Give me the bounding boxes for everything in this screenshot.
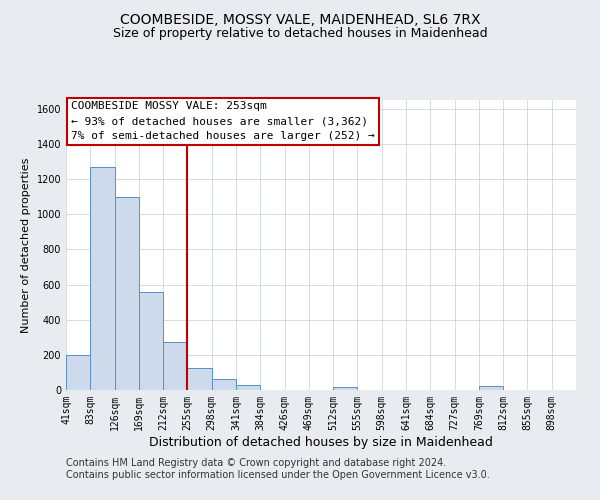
Bar bbox=[479, 386, 503, 390]
Bar bbox=[333, 388, 358, 390]
Text: Contains HM Land Registry data © Crown copyright and database right 2024.: Contains HM Land Registry data © Crown c… bbox=[66, 458, 446, 468]
Text: Size of property relative to detached houses in Maidenhead: Size of property relative to detached ho… bbox=[113, 28, 487, 40]
Bar bbox=[115, 196, 139, 390]
Bar bbox=[212, 378, 236, 390]
Text: COOMBESIDE, MOSSY VALE, MAIDENHEAD, SL6 7RX: COOMBESIDE, MOSSY VALE, MAIDENHEAD, SL6 … bbox=[120, 12, 480, 26]
X-axis label: Distribution of detached houses by size in Maidenhead: Distribution of detached houses by size … bbox=[149, 436, 493, 448]
Text: COOMBESIDE MOSSY VALE: 253sqm
← 93% of detached houses are smaller (3,362)
7% of: COOMBESIDE MOSSY VALE: 253sqm ← 93% of d… bbox=[71, 102, 375, 141]
Bar bbox=[66, 355, 90, 390]
Bar bbox=[90, 167, 115, 390]
Y-axis label: Number of detached properties: Number of detached properties bbox=[21, 158, 31, 332]
Bar bbox=[236, 384, 260, 390]
Text: Contains public sector information licensed under the Open Government Licence v3: Contains public sector information licen… bbox=[66, 470, 490, 480]
Bar bbox=[163, 342, 187, 390]
Bar bbox=[187, 368, 212, 390]
Bar bbox=[139, 292, 163, 390]
